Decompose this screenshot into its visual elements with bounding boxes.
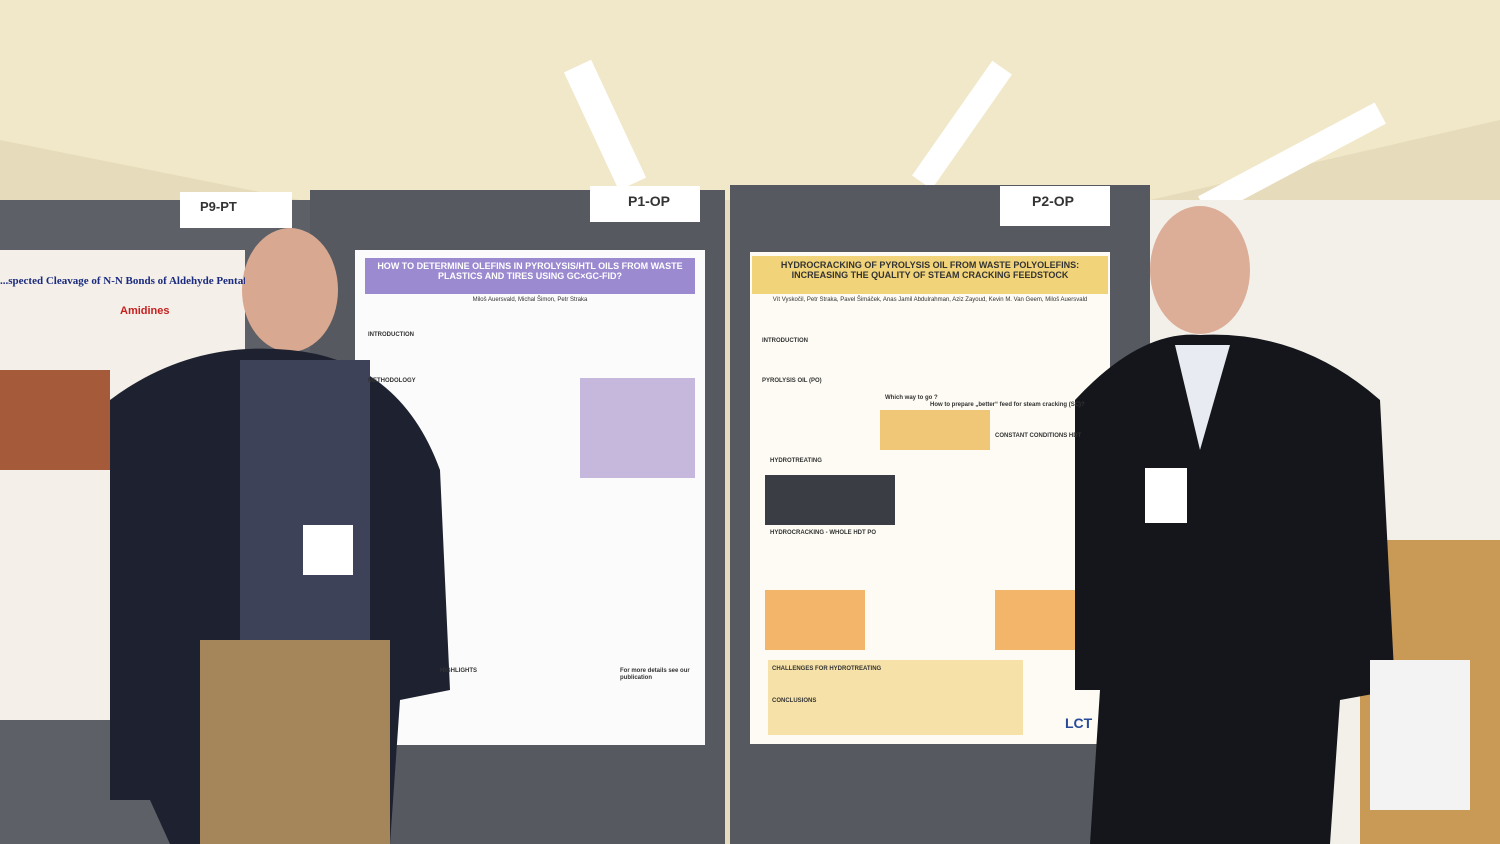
section-heading: How to prepare „better“ feed for steam c… [930,402,1085,408]
person-body [1075,334,1395,844]
poster-subtitle: Amidines [120,305,170,317]
poster-figure [580,378,695,478]
sign [180,192,292,228]
light [563,59,647,191]
poster-title: HOW TO DETERMINE OLEFINS IN PYROLYSIS/HT… [377,261,683,282]
poster-box [768,660,1023,735]
section-heading: INTRODUCTION [368,332,414,338]
poster-authors: Vít Vyskočil, Petr Straka, Pavel Šimáček… [772,297,1088,303]
poster-figure [765,590,865,650]
section-heading: METHODOLOGY [368,378,416,384]
poster-figure [995,590,1085,650]
badge [1145,468,1187,523]
poster-authors: Miloš Auersvald, Michal Šimon, Petr Stra… [472,297,588,303]
section-heading: INTRODUCTION [762,338,808,344]
sign-text: P2-OP [1032,193,1075,209]
poster-figure [765,475,895,525]
person-head [1150,206,1250,334]
person-trousers [200,640,390,844]
poster-title: HYDROCRACKING OF PYROLYSIS OIL FROM WAST… [780,260,1080,281]
sign [590,186,700,222]
sign-text: P9-PT [200,199,237,214]
section-heading: HIGHLIGHTS [440,668,477,674]
sign [1000,186,1110,226]
light [1198,102,1386,218]
bin [1370,660,1470,810]
ceiling [0,0,1500,200]
person-head [242,228,338,352]
poster-title-band [752,256,1108,294]
section-heading: HYDROTREATING [770,458,822,464]
light [912,60,1012,190]
section-heading: PYROLYSIS OIL (PO) [762,378,822,384]
poster-title-band [365,258,695,294]
badge [303,525,353,575]
section-heading: CONCLUSIONS [772,698,817,704]
logo: LCT [1065,715,1093,731]
section-heading: HYDROCRACKING - WHOLE HDT PO [770,530,876,536]
sign-text: P1-OP [628,193,671,209]
section-heading: CHALLENGES FOR HYDROTREATING [772,666,882,672]
section-heading: For more details see our publication [620,668,690,681]
person-shirt [240,360,370,650]
poster-figure [0,370,110,470]
section-heading: CONSTANT CONDITIONS HDT [995,433,1082,439]
section-heading: Which way to go ? [885,395,938,401]
poster-title: ...spected Cleavage of N-N Bonds of Alde… [0,275,245,287]
poster-figure [880,410,990,450]
person-shirt [1175,345,1230,450]
